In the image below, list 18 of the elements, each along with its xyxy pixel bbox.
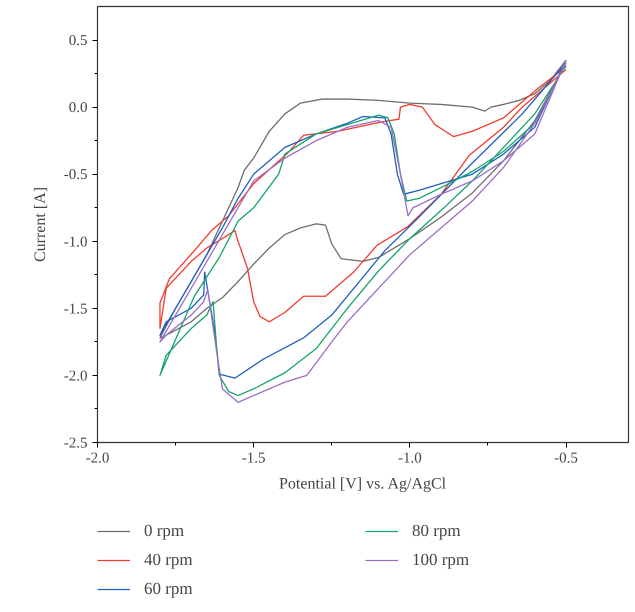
legend-label: 0 rpm [144, 521, 186, 541]
x-tick-label: -1.5 [242, 450, 266, 466]
y-tick-label: -0.5 [64, 167, 88, 184]
y-tick-label: 0.0 [68, 100, 88, 116]
legend-label: 80 rpm [412, 521, 462, 541]
y-tick-label: -1.0 [64, 234, 88, 250]
x-tick-label: -2.0 [86, 450, 110, 466]
x-tick-label: -1.0 [398, 450, 422, 466]
y-tick-label: -2.5 [64, 436, 88, 452]
legend-label: 60 rpm [144, 579, 194, 599]
y-axis-title: Current [A] [32, 186, 49, 262]
y-tick-label: 0.5 [68, 33, 88, 50]
y-tick-label: -2.0 [64, 368, 88, 384]
x-axis-title: Potential [V] vs. Ag/AgCl [279, 476, 447, 492]
x-tick-label: -0.5 [554, 450, 578, 466]
legend-label: 40 rpm [144, 550, 194, 570]
legend-label: 100 rpm [412, 550, 470, 570]
y-tick-label: -1.5 [64, 301, 88, 318]
